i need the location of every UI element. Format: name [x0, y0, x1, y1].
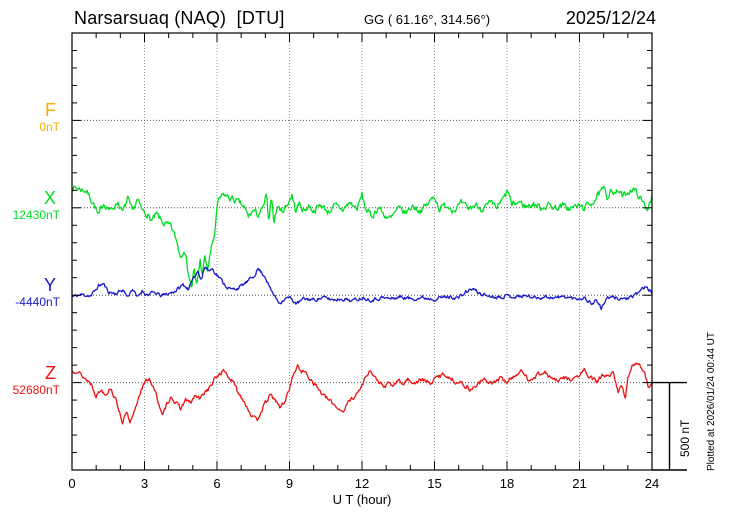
component-label-f: F 0nT	[0, 101, 60, 133]
plot-date: 2025/12/24	[565, 8, 656, 28]
component-letter-x: X	[43, 188, 56, 208]
x-tick-9: 9	[285, 476, 294, 491]
component-baseline-value-f: 0nT	[39, 120, 60, 134]
x-tick-24: 24	[644, 476, 660, 491]
component-letter-z: Z	[45, 363, 56, 383]
x-axis-title: U T (hour)	[332, 492, 392, 507]
geographic-coordinates: GG ( 61.16°, 314.56°)	[364, 12, 491, 27]
station-title: Narsarsuaq (NAQ) [DTU]	[74, 8, 285, 28]
x-tick-3: 3	[140, 476, 149, 491]
component-letter-y: Y	[43, 275, 56, 295]
scale-bar-label: 500 nT	[678, 419, 692, 457]
x-tick-18: 18	[499, 476, 515, 491]
x-tick-15: 15	[427, 476, 442, 491]
plotted-timestamp: Plotted at 2026/01/24 00:44 UT	[706, 332, 717, 471]
component-label-y: Y -4440nT	[0, 276, 60, 308]
component-letter-f: F	[45, 100, 56, 120]
x-tick-12: 12	[354, 476, 370, 491]
component-baseline-value-x: 12430nT	[12, 208, 60, 222]
component-label-x: X 12430nT	[0, 189, 60, 221]
component-baseline-value-z: 52680nT	[12, 383, 60, 397]
x-tick-0: 0	[68, 476, 76, 491]
component-label-z: Z 52680nT	[0, 364, 60, 396]
x-tick-6: 6	[213, 476, 221, 491]
x-tick-21: 21	[572, 476, 587, 491]
component-baseline-value-y: -4440nT	[15, 295, 60, 309]
